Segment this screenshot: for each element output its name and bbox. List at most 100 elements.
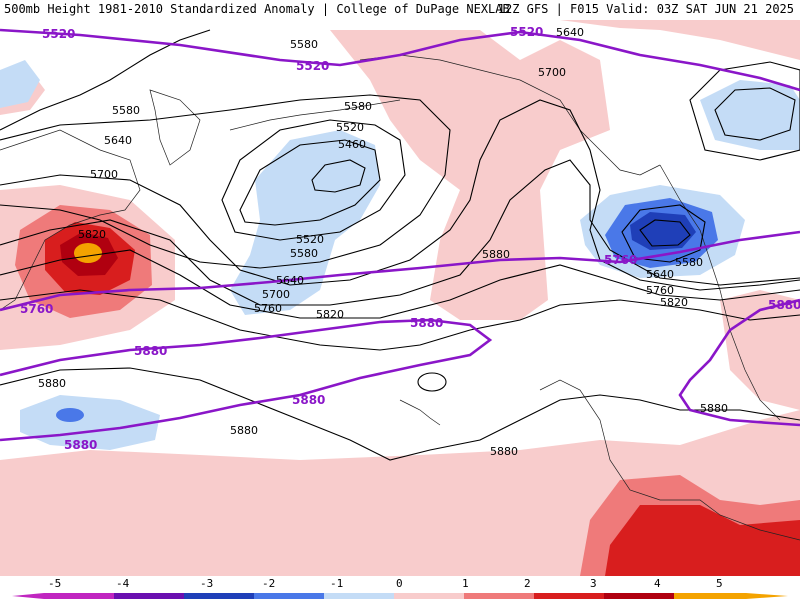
contour-5880-south xyxy=(0,367,800,461)
model-run-info: 12Z GFS | F015 Valid: 03Z SAT JUN 21 202… xyxy=(497,2,794,16)
coastline-hawaii xyxy=(399,399,441,426)
coastline-asia xyxy=(0,129,141,311)
label-5760-lower: 5760 xyxy=(254,302,282,315)
label-5520-lower: 5520 xyxy=(296,233,324,246)
label-5700-alaska: 5700 xyxy=(538,66,566,79)
moderate-negative-anomaly-south xyxy=(56,408,84,422)
colorbar-swatch-neg3 xyxy=(184,593,254,599)
colorbar-label: -2 xyxy=(262,577,275,590)
map-title: 500mb Height 1981-2010 Standardized Anom… xyxy=(4,2,510,16)
label-5820-west: 5820 xyxy=(78,228,106,241)
positive-anomaly-area-bay xyxy=(720,290,800,410)
contour-5820-nw xyxy=(0,29,211,131)
contour-south-closed xyxy=(417,372,447,392)
label-5880-purple-south: 5880 xyxy=(292,393,325,407)
coastlines xyxy=(0,54,800,541)
contour-5880-north xyxy=(0,289,800,351)
label-5520-pacific: 5520 xyxy=(336,121,364,134)
extreme-positive-anomaly-core xyxy=(74,243,102,263)
colorbar-label: 1 xyxy=(462,577,469,590)
height-contours xyxy=(0,29,800,461)
colorbar-swatch-pos3 xyxy=(534,593,604,599)
colorbar: -5 -4 -3 -2 -1 0 1 2 3 4 5 xyxy=(0,576,800,600)
label-5520-purple-nw: 5520 xyxy=(42,27,75,41)
highlight-5520-north xyxy=(0,28,800,92)
colorbar-label: 4 xyxy=(654,577,661,590)
colorbar-swatch-neg5 xyxy=(44,593,114,599)
label-5700-lower: 5700 xyxy=(262,288,290,301)
label-5880-south-mid: 5880 xyxy=(490,445,518,458)
label-5760-purple-west: 5760 xyxy=(20,302,53,316)
colorbar-label: 0 xyxy=(396,577,403,590)
colorbar-label: -5 xyxy=(48,577,61,590)
negative-anomaly-area-nw xyxy=(0,60,40,108)
highlight-5880 xyxy=(0,318,493,442)
label-5580-lower: 5580 xyxy=(290,247,318,260)
label-5760-purple-coast: 5760 xyxy=(604,253,637,267)
colorbar-label: -3 xyxy=(200,577,213,590)
label-5880-purple-mid: 5880 xyxy=(410,316,443,330)
label-5580-alaska: 5580 xyxy=(344,100,372,113)
label-5580-coast: 5580 xyxy=(675,256,703,269)
label-5520-purple-ne: 5520 xyxy=(510,25,543,39)
colorbar-label: 2 xyxy=(524,577,531,590)
contour-5820 xyxy=(0,249,800,319)
contour-5520-inner xyxy=(239,139,381,226)
label-5880-purple-east: 5880 xyxy=(768,298,800,312)
coastline-australia xyxy=(539,379,800,541)
highlight-5760 xyxy=(0,230,800,312)
label-5640-west: 5640 xyxy=(104,134,132,147)
label-5880-south: 5880 xyxy=(230,424,258,437)
label-5880-mid: 5880 xyxy=(482,248,510,261)
colorbar-labels: -5 -4 -3 -2 -1 0 1 2 3 4 5 xyxy=(48,577,723,590)
positive-anomaly-area-arctic xyxy=(560,20,800,60)
contour-coastal-ring-1 xyxy=(639,219,691,247)
label-5880-purple-sw: 5880 xyxy=(64,438,97,452)
label-5580-top: 5580 xyxy=(290,38,318,51)
contour-5640-pacific xyxy=(0,94,451,269)
colorbar-swatch-neg4 xyxy=(114,593,184,599)
colorbar-swatch-neg2 xyxy=(254,593,324,599)
highlight-contours xyxy=(0,28,800,442)
label-5640-arctic: 5640 xyxy=(556,26,584,39)
colorbar-swatch-pos4 xyxy=(604,593,674,599)
positive-anomaly-area-north-pacific xyxy=(330,30,610,320)
label-5880-sw: 5880 xyxy=(38,377,66,390)
label-5820-coast: 5820 xyxy=(660,296,688,309)
highlight-5880-east xyxy=(678,298,800,427)
label-5460: 5460 xyxy=(338,138,366,151)
colorbar-swatch-pos1 xyxy=(394,593,464,599)
label-5820-lower: 5820 xyxy=(316,308,344,321)
colorbar-swatch-neg1 xyxy=(324,593,394,599)
colorbar-label: 5 xyxy=(716,577,723,590)
colorbar-arrow-left xyxy=(12,593,44,599)
label-5880-east: 5880 xyxy=(700,402,728,415)
colorbar-swatch-pos2 xyxy=(464,593,534,599)
label-5520-purple-mid: 5520 xyxy=(296,59,329,73)
strong-positive-anomaly-south xyxy=(605,505,800,576)
label-5760-coast: 5760 xyxy=(646,284,674,297)
label-5700-west: 5700 xyxy=(90,168,118,181)
colorbar-swatch-pos5 xyxy=(674,593,746,599)
colorbar-label: 3 xyxy=(590,577,597,590)
coastline-kamchatka xyxy=(149,89,201,166)
contour-5580-pacific xyxy=(221,119,406,241)
contour-ne-ring-2 xyxy=(689,61,800,161)
negative-anomaly-area-ne xyxy=(700,80,800,150)
coastline-aleutians xyxy=(229,99,401,131)
negative-anomaly-area-pacific-low xyxy=(230,130,380,315)
coastline-alaska xyxy=(359,54,661,176)
contour-labels: 5580 5520 5460 5580 5520 5580 5640 5700 … xyxy=(20,25,800,458)
label-5580-west: 5580 xyxy=(112,104,140,117)
colorbar-swatches xyxy=(12,593,788,599)
label-5880-purple-west: 5880 xyxy=(134,344,167,358)
colorbar-arrow-right xyxy=(746,593,788,599)
label-5640-lower: 5640 xyxy=(276,274,304,287)
label-5640-coast: 5640 xyxy=(646,268,674,281)
contour-5760 xyxy=(0,159,800,306)
contour-5460 xyxy=(311,159,366,193)
contour-5700 xyxy=(0,99,800,291)
contour-ne-ring-1 xyxy=(714,87,796,141)
colorbar-label: -4 xyxy=(116,577,130,590)
colorbar-label: -1 xyxy=(330,577,343,590)
